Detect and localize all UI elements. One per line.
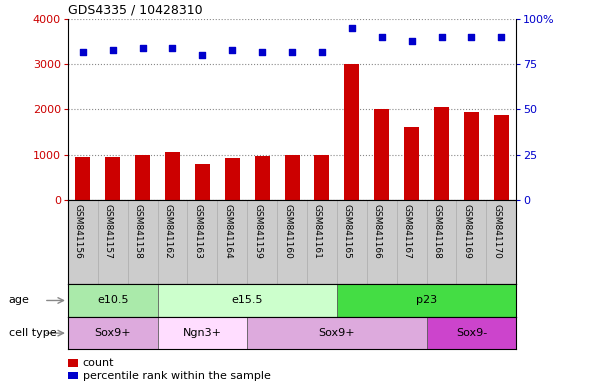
Point (407, 38, 417, 44)
Text: Sox9+: Sox9+ (319, 328, 355, 338)
Text: percentile rank within the sample: percentile rank within the sample (83, 371, 270, 381)
Text: GSM841170: GSM841170 (492, 204, 502, 259)
Bar (427, 317, 516, 349)
Point (108, 47, 117, 53)
Bar (105, 157, 120, 200)
Bar (284, 155, 300, 200)
Text: Ngn3+: Ngn3+ (183, 328, 222, 338)
Text: GSM841157: GSM841157 (104, 204, 113, 259)
Point (317, 49, 327, 55)
Bar (158, 284, 337, 317)
Bar (345, 65, 359, 200)
Bar (255, 156, 270, 200)
Point (467, 34, 476, 40)
Text: Sox9+: Sox9+ (94, 328, 131, 338)
Text: GSM841158: GSM841158 (133, 204, 143, 259)
Text: e15.5: e15.5 (231, 295, 263, 306)
Bar (195, 164, 210, 200)
Text: Sox9-: Sox9- (456, 328, 487, 338)
Bar (68, 284, 158, 317)
Text: age: age (9, 295, 30, 306)
Bar (314, 155, 329, 200)
Text: GSM841163: GSM841163 (194, 204, 202, 259)
Point (257, 49, 267, 55)
Text: GSM841166: GSM841166 (373, 204, 382, 259)
Text: cell type: cell type (9, 328, 57, 338)
Text: GDS4335 / 10428310: GDS4335 / 10428310 (68, 3, 202, 17)
Point (497, 34, 506, 40)
Text: count: count (83, 358, 114, 368)
Bar (158, 317, 247, 349)
Point (347, 25, 356, 31)
Text: GSM841164: GSM841164 (223, 204, 232, 259)
Point (198, 52, 207, 58)
Text: p23: p23 (416, 295, 437, 306)
Text: e10.5: e10.5 (97, 295, 129, 306)
Bar (247, 317, 427, 349)
Point (287, 49, 297, 55)
Bar (76, 157, 90, 200)
Bar (68, 317, 158, 349)
Bar (464, 112, 479, 200)
Bar (434, 107, 449, 200)
Bar (135, 155, 150, 200)
Text: GSM841165: GSM841165 (343, 204, 352, 259)
Point (228, 47, 237, 53)
Point (138, 45, 148, 51)
Text: GSM841167: GSM841167 (402, 204, 412, 259)
Point (78, 49, 87, 55)
Point (168, 45, 177, 51)
Bar (404, 127, 419, 200)
Bar (494, 115, 509, 200)
Text: GSM841169: GSM841169 (463, 204, 471, 259)
Bar (374, 109, 389, 200)
Bar (337, 284, 516, 317)
Text: GSM841168: GSM841168 (432, 204, 441, 259)
Text: GSM841161: GSM841161 (313, 204, 322, 259)
Text: GSM841160: GSM841160 (283, 204, 292, 259)
Bar (225, 158, 240, 200)
Bar (165, 152, 180, 200)
Point (437, 34, 446, 40)
Text: GSM841156: GSM841156 (74, 204, 83, 259)
Point (377, 34, 386, 40)
Text: GSM841159: GSM841159 (253, 204, 262, 259)
Text: GSM841162: GSM841162 (163, 204, 172, 259)
